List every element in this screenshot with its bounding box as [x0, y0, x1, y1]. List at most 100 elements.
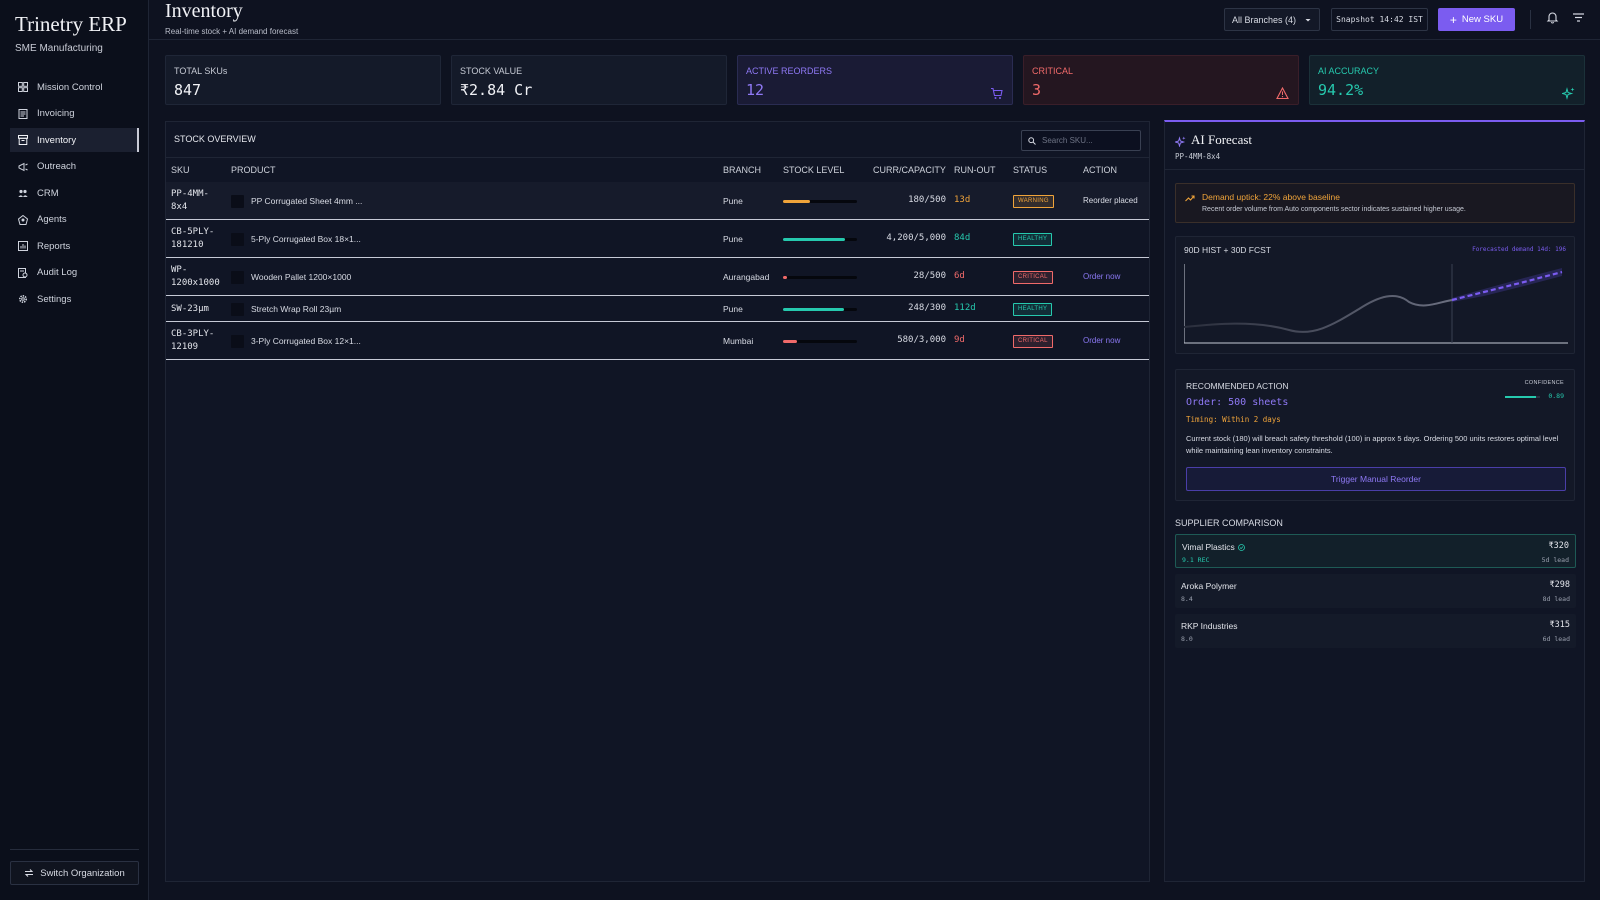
product-thumbnail: [231, 270, 244, 284]
search-sku-input[interactable]: [1042, 136, 1132, 145]
table-header: SKU PRODUCT BRANCH STOCK LEVEL CURR/CAPA…: [166, 158, 1149, 182]
sidebar-item-outreach[interactable]: Outreach: [10, 155, 139, 179]
current-capacity: 4,200/5,000: [886, 233, 946, 243]
uptick-text: Recent order volume from Auto components…: [1202, 206, 1466, 213]
new-sku-button[interactable]: + New SKU: [1438, 8, 1515, 31]
supplier-comparison-title: SUPPLIER COMPARISON: [1175, 518, 1283, 528]
page-title: Inventory: [165, 0, 243, 22]
history-series-line: [1184, 294, 1453, 333]
supplier-card[interactable]: RKP Industries 8.0 ₹315 6d lead: [1175, 614, 1576, 648]
brand-logo: Trinetry ERP: [15, 12, 127, 36]
panel-divider: [1165, 169, 1584, 170]
sku-line: 12109: [171, 342, 199, 352]
run-out-days: 84d: [954, 233, 971, 243]
sidebar-divider: [10, 849, 139, 850]
cart-icon: [991, 87, 1003, 99]
col-stock-level[interactable]: STOCK LEVEL: [783, 165, 845, 175]
sidebar-item-mission-control[interactable]: Mission Control: [10, 75, 139, 99]
sku-cell: CB-3PLY- 12109: [171, 328, 214, 354]
product-name: 3-Ply Corrugated Box 12×1...: [251, 335, 361, 346]
sidebar: Trinetry ERP SME Manufacturing Mission C…: [0, 0, 149, 900]
sidebar-item-label: Invoicing: [37, 108, 75, 119]
branch-name: Pune: [723, 303, 743, 314]
warning-icon: [1276, 87, 1289, 100]
megaphone-icon: [18, 162, 28, 172]
sidebar-item-agents[interactable]: Agents: [10, 208, 139, 232]
kpi-value: 12: [746, 81, 765, 99]
header-separator: [1530, 10, 1531, 29]
col-status[interactable]: STATUS: [1013, 165, 1048, 175]
col-sku[interactable]: SKU: [171, 165, 190, 175]
organization-name: SME Manufacturing: [15, 43, 103, 54]
sku-cell: WP- 1200x1000: [171, 264, 220, 290]
kpi-value: 94.2%: [1318, 81, 1364, 99]
stock-level-fill: [783, 339, 798, 343]
col-run-out[interactable]: RUN-OUT: [954, 165, 996, 175]
kpi-stock-value: STOCK VALUE ₹2.84 Cr: [451, 55, 727, 105]
recommended-timing: Timing: Within 2 days: [1186, 415, 1281, 424]
sidebar-item-invoicing[interactable]: Invoicing: [10, 102, 139, 126]
recommended-order: Order: 500 sheets: [1186, 397, 1289, 408]
supplier-name: RKP Industries: [1181, 621, 1238, 631]
order-now-link[interactable]: Order now: [1083, 336, 1121, 345]
order-now-link[interactable]: Order now: [1083, 272, 1121, 281]
table-row[interactable]: WP- 1200x1000 Wooden Pallet 1200×1000 Auran…: [166, 258, 1149, 296]
supplier-card[interactable]: Aroka Polymer 8.4 ₹298 8d lead: [1175, 574, 1576, 608]
table-row[interactable]: SW-23µm Stretch Wrap Roll 23µm Pune 248/300…: [166, 296, 1149, 322]
product-name: 5-Ply Corrugated Box 18×1...: [251, 233, 361, 244]
table-row[interactable]: PP-4MM- 8x4 PP Corrugated Sheet 4mm ... Pun…: [166, 182, 1149, 220]
search-icon: [1028, 136, 1036, 145]
col-product[interactable]: PRODUCT: [231, 165, 276, 175]
kpi-label: ACTIVE REORDERS: [746, 66, 833, 76]
sparkle-icon: [1562, 87, 1575, 100]
supplier-lead-time: 5d lead: [1541, 556, 1569, 564]
kpi-label: CRITICAL: [1032, 66, 1074, 76]
sidebar-item-audit-log[interactable]: Audit Log: [10, 261, 139, 285]
sidebar-item-crm[interactable]: CRM: [10, 181, 139, 205]
col-action[interactable]: ACTION: [1083, 165, 1118, 175]
current-capacity: 580/3,000: [897, 335, 946, 345]
sidebar-item-reports[interactable]: Reports: [10, 234, 139, 258]
kpi-label: AI ACCURACY: [1318, 66, 1380, 76]
stock-level-fill: [783, 275, 788, 279]
kpi-value: 847: [174, 81, 202, 99]
run-out-days: 6d: [954, 271, 965, 281]
invoice-icon: [18, 108, 28, 119]
col-branch[interactable]: BRANCH: [723, 165, 762, 175]
uptick-title: Demand uptick: 22% above baseline: [1202, 192, 1340, 202]
current-capacity: 248/300: [908, 303, 946, 313]
col-curr-capacity[interactable]: CURR/CAPACITY: [873, 165, 946, 175]
trigger-manual-reorder-button[interactable]: Trigger Manual Reorder: [1186, 467, 1566, 491]
run-out-days: 112d: [954, 303, 976, 313]
switch-organization-button[interactable]: Switch Organization: [10, 861, 139, 885]
search-sku-box[interactable]: [1021, 130, 1141, 151]
supplier-price: ₹298: [1549, 580, 1570, 590]
supplier-score: 9.1 REC: [1182, 556, 1210, 564]
supplier-card-recommended[interactable]: Vimal Plastics 9.1 REC ₹320 5d lead: [1175, 534, 1576, 568]
reorder-status: Reorder placed: [1083, 196, 1138, 205]
kpi-active-reorders: ACTIVE REORDERS 12: [737, 55, 1013, 105]
table-row[interactable]: CB-5PLY- 181210 5-Ply Corrugated Box 18×1.…: [166, 220, 1149, 258]
plus-icon: +: [1449, 12, 1457, 27]
current-capacity: 28/500: [913, 271, 946, 281]
confidence-bar: [1505, 396, 1540, 398]
chart-legend: Forecasted demand 14d: 196: [1472, 246, 1566, 253]
sku-cell: CB-5PLY- 181210: [171, 226, 214, 252]
ai-forecast-title: AI Forecast: [1191, 132, 1253, 147]
bell-icon[interactable]: [1546, 11, 1559, 24]
new-sku-label: New SKU: [1461, 14, 1504, 25]
status-badge: CRITICAL: [1013, 334, 1053, 348]
sidebar-item-inventory[interactable]: Inventory: [10, 128, 139, 152]
table-row[interactable]: CB-3PLY- 12109 3-Ply Corrugated Box 12×1..…: [166, 322, 1149, 360]
filter-icon[interactable]: [1572, 12, 1585, 23]
swap-icon: [25, 869, 34, 877]
sidebar-item-label: Reports: [37, 240, 71, 252]
sidebar-item-settings[interactable]: Settings: [10, 287, 139, 311]
sidebar-item-label: CRM: [37, 187, 59, 199]
status-badge: WARNING: [1013, 194, 1054, 208]
branch-select[interactable]: All Branches (4): [1224, 8, 1320, 31]
supplier-score: 8.0: [1181, 635, 1193, 643]
supplier-lead-time: 6d lead: [1542, 635, 1570, 643]
supplier-name: Aroka Polymer: [1181, 581, 1237, 591]
box-icon: [18, 135, 28, 145]
